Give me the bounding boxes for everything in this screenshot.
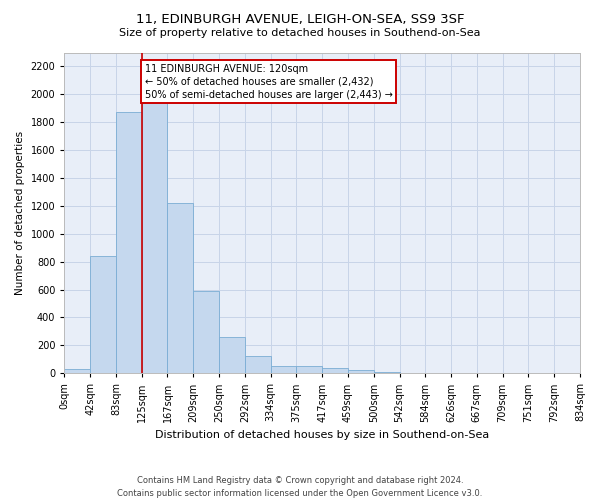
Bar bbox=[90, 256, 116, 374]
Bar bbox=[64, 369, 90, 374]
Bar bbox=[400, 372, 425, 374]
Bar bbox=[374, 372, 400, 374]
Text: Contains HM Land Registry data © Crown copyright and database right 2024.
Contai: Contains HM Land Registry data © Crown c… bbox=[118, 476, 482, 498]
Text: 11 EDINBURGH AVENUE: 120sqm
← 50% of detached houses are smaller (2,432)
50% of : 11 EDINBURGH AVENUE: 120sqm ← 50% of det… bbox=[145, 64, 392, 100]
Text: Size of property relative to detached houses in Southend-on-Sea: Size of property relative to detached ho… bbox=[119, 28, 481, 38]
Bar bbox=[167, 203, 193, 374]
Bar bbox=[245, 356, 271, 374]
X-axis label: Distribution of detached houses by size in Southend-on-Sea: Distribution of detached houses by size … bbox=[155, 430, 489, 440]
Y-axis label: Number of detached properties: Number of detached properties bbox=[15, 131, 25, 295]
Text: 11, EDINBURGH AVENUE, LEIGH-ON-SEA, SS9 3SF: 11, EDINBURGH AVENUE, LEIGH-ON-SEA, SS9 … bbox=[136, 12, 464, 26]
Bar bbox=[219, 337, 245, 374]
Bar bbox=[193, 291, 219, 374]
Bar bbox=[296, 366, 322, 374]
Bar bbox=[271, 366, 296, 374]
Bar bbox=[322, 368, 348, 374]
Bar bbox=[348, 370, 374, 374]
Bar bbox=[142, 94, 167, 374]
Bar bbox=[116, 112, 142, 374]
